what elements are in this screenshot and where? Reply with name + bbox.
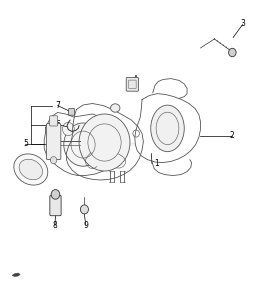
Text: 1: 1 xyxy=(154,159,159,168)
Text: 5: 5 xyxy=(23,140,28,148)
Circle shape xyxy=(64,123,102,166)
Ellipse shape xyxy=(14,154,48,185)
Text: 7: 7 xyxy=(55,101,60,110)
Text: 2: 2 xyxy=(229,131,234,140)
Circle shape xyxy=(51,190,60,199)
FancyBboxPatch shape xyxy=(69,109,75,115)
FancyBboxPatch shape xyxy=(46,124,61,160)
Circle shape xyxy=(62,122,74,136)
Ellipse shape xyxy=(151,105,184,152)
FancyBboxPatch shape xyxy=(50,116,58,126)
Circle shape xyxy=(229,48,236,57)
Text: motores4t.com: motores4t.com xyxy=(88,142,137,146)
Text: 8: 8 xyxy=(53,221,57,230)
FancyBboxPatch shape xyxy=(50,195,61,216)
Text: 9: 9 xyxy=(83,220,88,230)
Text: 4: 4 xyxy=(133,75,138,84)
Polygon shape xyxy=(12,273,20,277)
Circle shape xyxy=(79,114,130,171)
FancyBboxPatch shape xyxy=(126,77,139,91)
Ellipse shape xyxy=(19,159,43,180)
Text: 3: 3 xyxy=(240,20,245,28)
Ellipse shape xyxy=(110,104,120,112)
Circle shape xyxy=(50,157,57,164)
Circle shape xyxy=(80,205,88,214)
Text: 6: 6 xyxy=(55,120,60,129)
